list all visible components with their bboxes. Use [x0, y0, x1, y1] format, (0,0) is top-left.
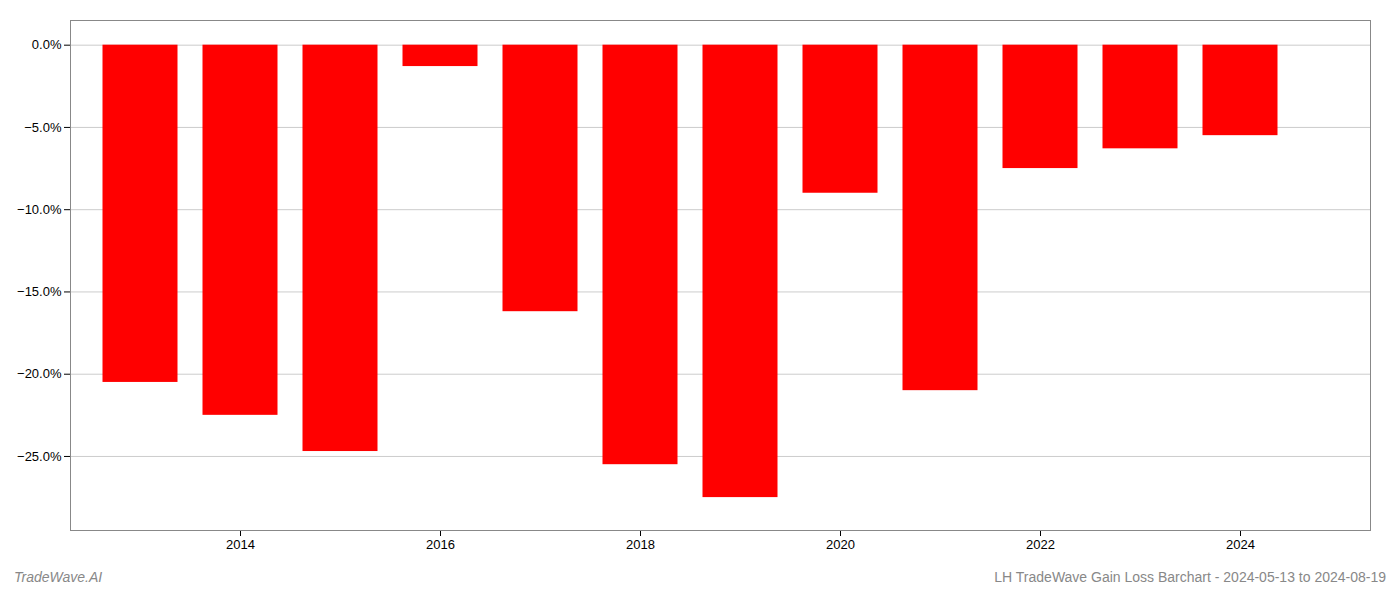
svg-text:2014: 2014 [226, 537, 255, 552]
html-text:LH TradeWave Gain Loss Barchar: LH TradeWave Gain Loss Barchart - 2024-0… [994, 569, 1386, 585]
svg-text:2024: 2024 [1226, 537, 1255, 552]
svg-text:−5.0%: −5.0% [24, 120, 62, 135]
svg-text:−25.0%: −25.0% [17, 449, 62, 464]
svg-text:2022: 2022 [1026, 537, 1055, 552]
html-text:TradeWave.AI: TradeWave.AI [14, 569, 103, 585]
svg-text:2020: 2020 [826, 537, 855, 552]
svg-text:−10.0%: −10.0% [17, 202, 62, 217]
svg-text:2018: 2018 [626, 537, 655, 552]
svg-text:2016: 2016 [426, 537, 455, 552]
svg-text:−15.0%: −15.0% [17, 284, 62, 299]
svg-text:−20.0%: −20.0% [17, 366, 62, 381]
svg-text:0.0%: 0.0% [32, 37, 62, 52]
